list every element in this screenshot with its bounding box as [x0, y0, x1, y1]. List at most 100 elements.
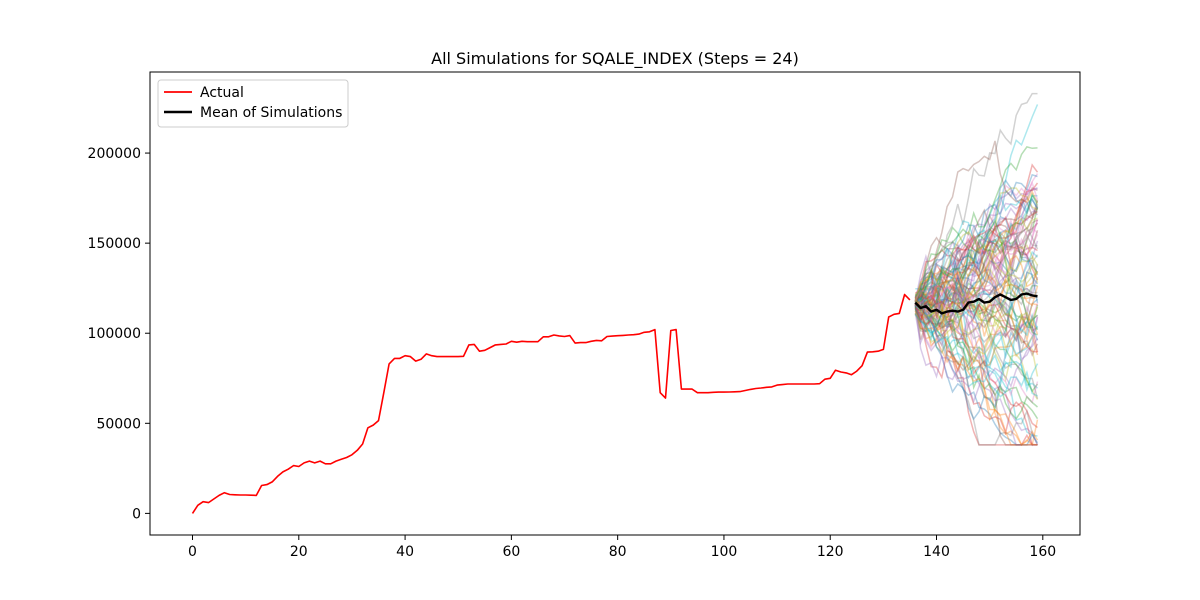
simulation-line	[914, 182, 1039, 324]
simulation-line	[915, 173, 1039, 310]
y-tick-label: 200000	[88, 146, 141, 162]
simulation-line	[914, 146, 1038, 309]
simulation-line	[915, 210, 1038, 320]
simulation-line	[914, 163, 1039, 312]
simulation-line	[914, 286, 1039, 361]
simulation-line	[914, 195, 1039, 310]
x-tick-label: 0	[188, 544, 197, 560]
simulation-line	[914, 187, 1038, 302]
simulation-line	[914, 219, 1039, 319]
simulation-line	[914, 222, 1039, 315]
simulation-line	[914, 271, 1039, 447]
simulation-line	[914, 195, 1038, 305]
simulation-line	[914, 254, 1039, 337]
simulation-line	[914, 217, 1038, 322]
simulation-line	[915, 226, 1038, 308]
simulation-line	[914, 199, 1039, 311]
x-tick-label: 140	[923, 544, 950, 560]
simulation-line	[914, 179, 1039, 307]
simulation-line	[914, 239, 1039, 320]
y-tick-label: 0	[132, 506, 141, 522]
simulation-line	[914, 243, 1039, 329]
axes: 0 20 40 60 80 100 120 140 160 0 50000 100000 150000 2…	[88, 71, 1081, 560]
simulation-line	[914, 243, 1038, 318]
y-tick-label: 100000	[88, 326, 141, 342]
simulation-line	[914, 104, 1039, 309]
simulation-line	[914, 304, 1038, 429]
simulation-line	[914, 229, 1038, 301]
y-tick-label: 50000	[96, 416, 141, 432]
simulation-line	[914, 303, 1039, 420]
simulation-line	[915, 311, 1038, 446]
simulation-line	[914, 180, 1039, 302]
simulation-line	[914, 140, 1039, 311]
simulation-line	[914, 312, 1039, 377]
legend-label: Mean of Simulations	[200, 105, 342, 121]
simulation-line	[914, 240, 1039, 346]
x-tick-label: 60	[502, 544, 520, 560]
simulation-line	[914, 287, 1038, 446]
x-tick-label: 100	[711, 544, 738, 560]
simulation-line	[914, 251, 1039, 316]
simulation-line	[914, 186, 1038, 323]
series-lines	[191, 292, 1038, 514]
simulation-line	[914, 284, 1039, 404]
simulation-line	[914, 300, 1039, 393]
simulation-line	[915, 192, 1039, 303]
legend-label: Actual	[200, 85, 244, 101]
simulation-line	[914, 308, 1039, 446]
simulation-line	[914, 206, 1039, 313]
simulation-line	[914, 248, 1039, 304]
simulation-line	[914, 231, 1039, 302]
simulation-line	[914, 302, 1039, 446]
simulation-line	[915, 306, 1038, 446]
x-tick-label: 20	[290, 544, 308, 560]
simulation-line	[914, 296, 1039, 350]
simulation-line	[914, 230, 1039, 302]
simulation-line	[914, 226, 1039, 306]
simulation-line	[914, 211, 1038, 308]
simulation-line	[914, 300, 1039, 404]
legend: Actual Mean of Simulations	[157, 79, 349, 128]
x-tick-label: 80	[609, 544, 627, 560]
simulation-line	[914, 308, 1038, 421]
actual-series-line	[191, 293, 911, 514]
simulation-line	[914, 303, 1038, 446]
simulation-line	[914, 295, 1039, 446]
simulation-line	[915, 226, 1039, 305]
simulation-line	[915, 219, 1038, 305]
simulation-line	[914, 218, 1039, 307]
simulation-line	[915, 296, 1039, 399]
simulation-line	[914, 293, 1039, 400]
simulation-lines	[914, 92, 1039, 447]
simulation-line	[914, 304, 1039, 446]
x-tick-label: 160	[1029, 544, 1056, 560]
y-tick-label: 150000	[88, 236, 141, 252]
simulation-line	[914, 173, 1038, 308]
simulation-line	[914, 187, 1038, 295]
simulation-line	[914, 207, 1039, 310]
simulation-line	[914, 306, 1038, 437]
simulation-line	[914, 264, 1039, 318]
simulation-line	[914, 300, 1038, 367]
simulation-line	[914, 294, 1038, 353]
simulation-line	[914, 265, 1039, 309]
simulation-line	[915, 275, 1039, 341]
simulation-line	[914, 310, 1039, 358]
simulation-line	[914, 248, 1039, 320]
simulation-line	[914, 276, 1038, 345]
simulation-line	[914, 228, 1039, 305]
x-tick-label: 120	[817, 544, 844, 560]
simulation-line	[914, 253, 1038, 446]
simulation-line	[914, 190, 1039, 314]
simulation-line	[914, 279, 1038, 314]
plot-frame	[149, 71, 1081, 536]
simulation-line	[914, 298, 1038, 421]
simulation-line	[914, 312, 1039, 388]
simulation-line	[914, 293, 1039, 393]
simulation-line	[914, 302, 1039, 350]
simulation-line	[914, 254, 1039, 357]
simulation-line	[914, 286, 1039, 357]
